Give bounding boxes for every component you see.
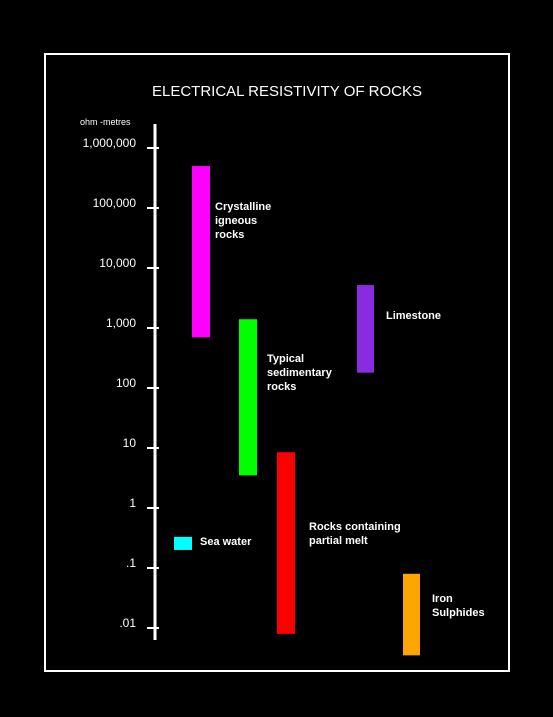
range-label: partial melt [309, 535, 368, 547]
y-tick-label: 100,000 [93, 196, 137, 210]
range-label: Iron [432, 593, 453, 605]
range-label: igneous [215, 215, 257, 227]
y-tick-label: 10,000 [99, 256, 136, 270]
chart-title: ELECTRICAL RESISTIVITY OF ROCKS [152, 83, 422, 100]
y-axis-unit-label: ohm -metres [80, 117, 131, 127]
chart-frame [44, 53, 510, 672]
range-label: Sulphides [432, 607, 485, 619]
range-bar [403, 573, 420, 656]
range-label: Limestone [386, 310, 441, 322]
range-label: sedimentary [267, 367, 333, 379]
range-label: Typical [267, 353, 304, 365]
range-bar [192, 166, 210, 338]
range-bar [239, 319, 257, 476]
y-tick-label: .01 [119, 616, 136, 630]
y-tick-label: 1 [129, 496, 136, 510]
range-label: Sea water [200, 536, 252, 548]
range-label: rocks [267, 381, 296, 393]
range-label: rocks [215, 229, 244, 241]
range-label: Crystalline [215, 201, 271, 213]
range-label: Rocks containing [309, 521, 401, 533]
y-tick-label: .1 [126, 556, 136, 570]
y-tick-label: 100 [116, 376, 136, 390]
y-tick-label: 1,000,000 [83, 136, 137, 150]
range-bar [357, 285, 374, 373]
y-tick-label: 10 [123, 436, 137, 450]
range-bar [174, 536, 192, 550]
y-tick-label: 1,000 [106, 316, 136, 330]
range-bar [277, 452, 295, 634]
